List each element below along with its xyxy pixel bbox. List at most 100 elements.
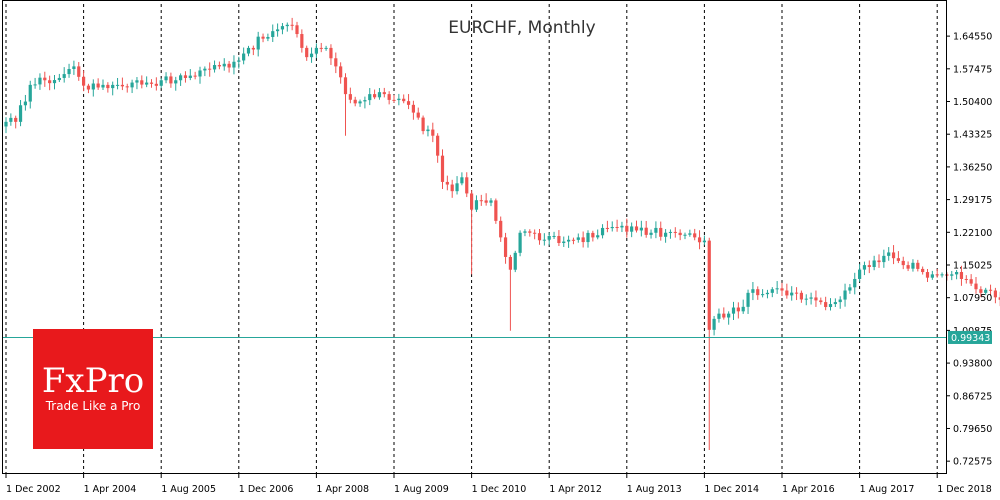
candle-body — [639, 227, 643, 231]
candle-body — [183, 75, 188, 78]
candle — [411, 100, 415, 120]
candle — [86, 83, 91, 94]
candle-body — [955, 272, 959, 275]
candle-body — [596, 235, 600, 238]
candle-body — [242, 53, 246, 61]
candle-body — [877, 260, 881, 263]
candle — [101, 79, 105, 90]
candle-body — [319, 47, 323, 49]
candle — [503, 232, 508, 264]
candle-body — [848, 287, 852, 291]
candle-body — [697, 237, 702, 243]
candle-body — [979, 289, 983, 293]
candle — [334, 52, 338, 74]
candle — [930, 270, 934, 280]
candle-body — [145, 82, 149, 85]
candle-body — [324, 47, 328, 49]
x-tick-label: 1 Dec 2018 — [937, 484, 992, 495]
candle — [343, 73, 348, 136]
y-tick-label: 0.79650 — [953, 424, 992, 435]
candle — [421, 115, 425, 135]
candle-body — [673, 231, 677, 233]
candle — [804, 294, 808, 306]
candle — [474, 195, 479, 213]
candle-body — [809, 297, 813, 299]
candle-body — [974, 283, 978, 290]
candle-body — [993, 290, 997, 298]
candle-body — [329, 47, 333, 59]
candle — [455, 176, 459, 195]
candle — [717, 308, 721, 323]
candle — [785, 283, 789, 299]
candle — [712, 315, 716, 336]
candle — [4, 117, 8, 134]
candle — [295, 21, 299, 38]
candle-body — [872, 260, 876, 268]
x-tick-label: 1 Dec 2002 — [6, 484, 61, 495]
candle-body — [397, 98, 401, 101]
candle — [727, 311, 731, 325]
candle — [271, 24, 275, 42]
candle-body — [605, 227, 609, 229]
candle-body — [406, 101, 411, 105]
candle — [649, 229, 653, 239]
candle — [979, 286, 983, 298]
candle-body — [227, 63, 231, 68]
candle — [43, 71, 47, 87]
candle — [596, 229, 600, 240]
candle — [465, 172, 469, 198]
candle — [314, 43, 318, 59]
candle-body — [232, 61, 236, 68]
candle-body — [620, 225, 624, 228]
candle-body — [542, 239, 546, 241]
candle — [212, 60, 217, 73]
candle-body — [649, 232, 653, 235]
candle — [324, 45, 328, 51]
candle — [814, 290, 818, 307]
candle-body — [824, 302, 828, 308]
y-tick-label: 1.64550 — [953, 32, 992, 43]
candle-body — [82, 76, 86, 86]
candle — [533, 229, 537, 240]
candle-body — [770, 289, 774, 293]
candle — [993, 287, 997, 304]
candle — [872, 255, 876, 271]
candle-body — [382, 92, 386, 95]
y-tick-label: 1.29175 — [953, 195, 992, 206]
candle-body — [838, 299, 842, 303]
candle — [339, 62, 343, 84]
candle — [470, 190, 474, 275]
candle — [256, 31, 260, 57]
candle — [217, 61, 221, 70]
candle-body — [610, 226, 614, 229]
candle-body — [455, 183, 459, 192]
candle-body — [591, 232, 595, 238]
x-tick-label: 1 Apr 2016 — [782, 484, 835, 495]
candle — [489, 198, 493, 207]
candle — [867, 260, 871, 274]
candle-body — [785, 290, 789, 296]
y-tick-label: 1.50400 — [953, 97, 992, 108]
y-tick-label: 1.22100 — [953, 228, 992, 239]
candle — [358, 99, 362, 107]
candle — [329, 44, 333, 65]
candle-body — [285, 24, 289, 27]
candle — [988, 284, 993, 296]
candle-body — [276, 29, 280, 32]
candle — [799, 290, 803, 303]
candle — [159, 78, 163, 89]
candle — [828, 298, 833, 311]
y-tick-label: 1.43325 — [953, 130, 992, 141]
candle-body — [615, 226, 619, 228]
candle-body — [891, 252, 896, 259]
candle — [877, 254, 881, 268]
candle-body — [562, 241, 566, 244]
candle-body — [964, 278, 968, 280]
candle-body — [96, 83, 100, 88]
candle — [96, 78, 100, 90]
candle-body — [261, 36, 265, 39]
y-tick-label: 1.57475 — [953, 64, 992, 75]
candle-body — [290, 24, 294, 26]
candle-body — [630, 226, 634, 232]
candle-body — [52, 80, 57, 84]
